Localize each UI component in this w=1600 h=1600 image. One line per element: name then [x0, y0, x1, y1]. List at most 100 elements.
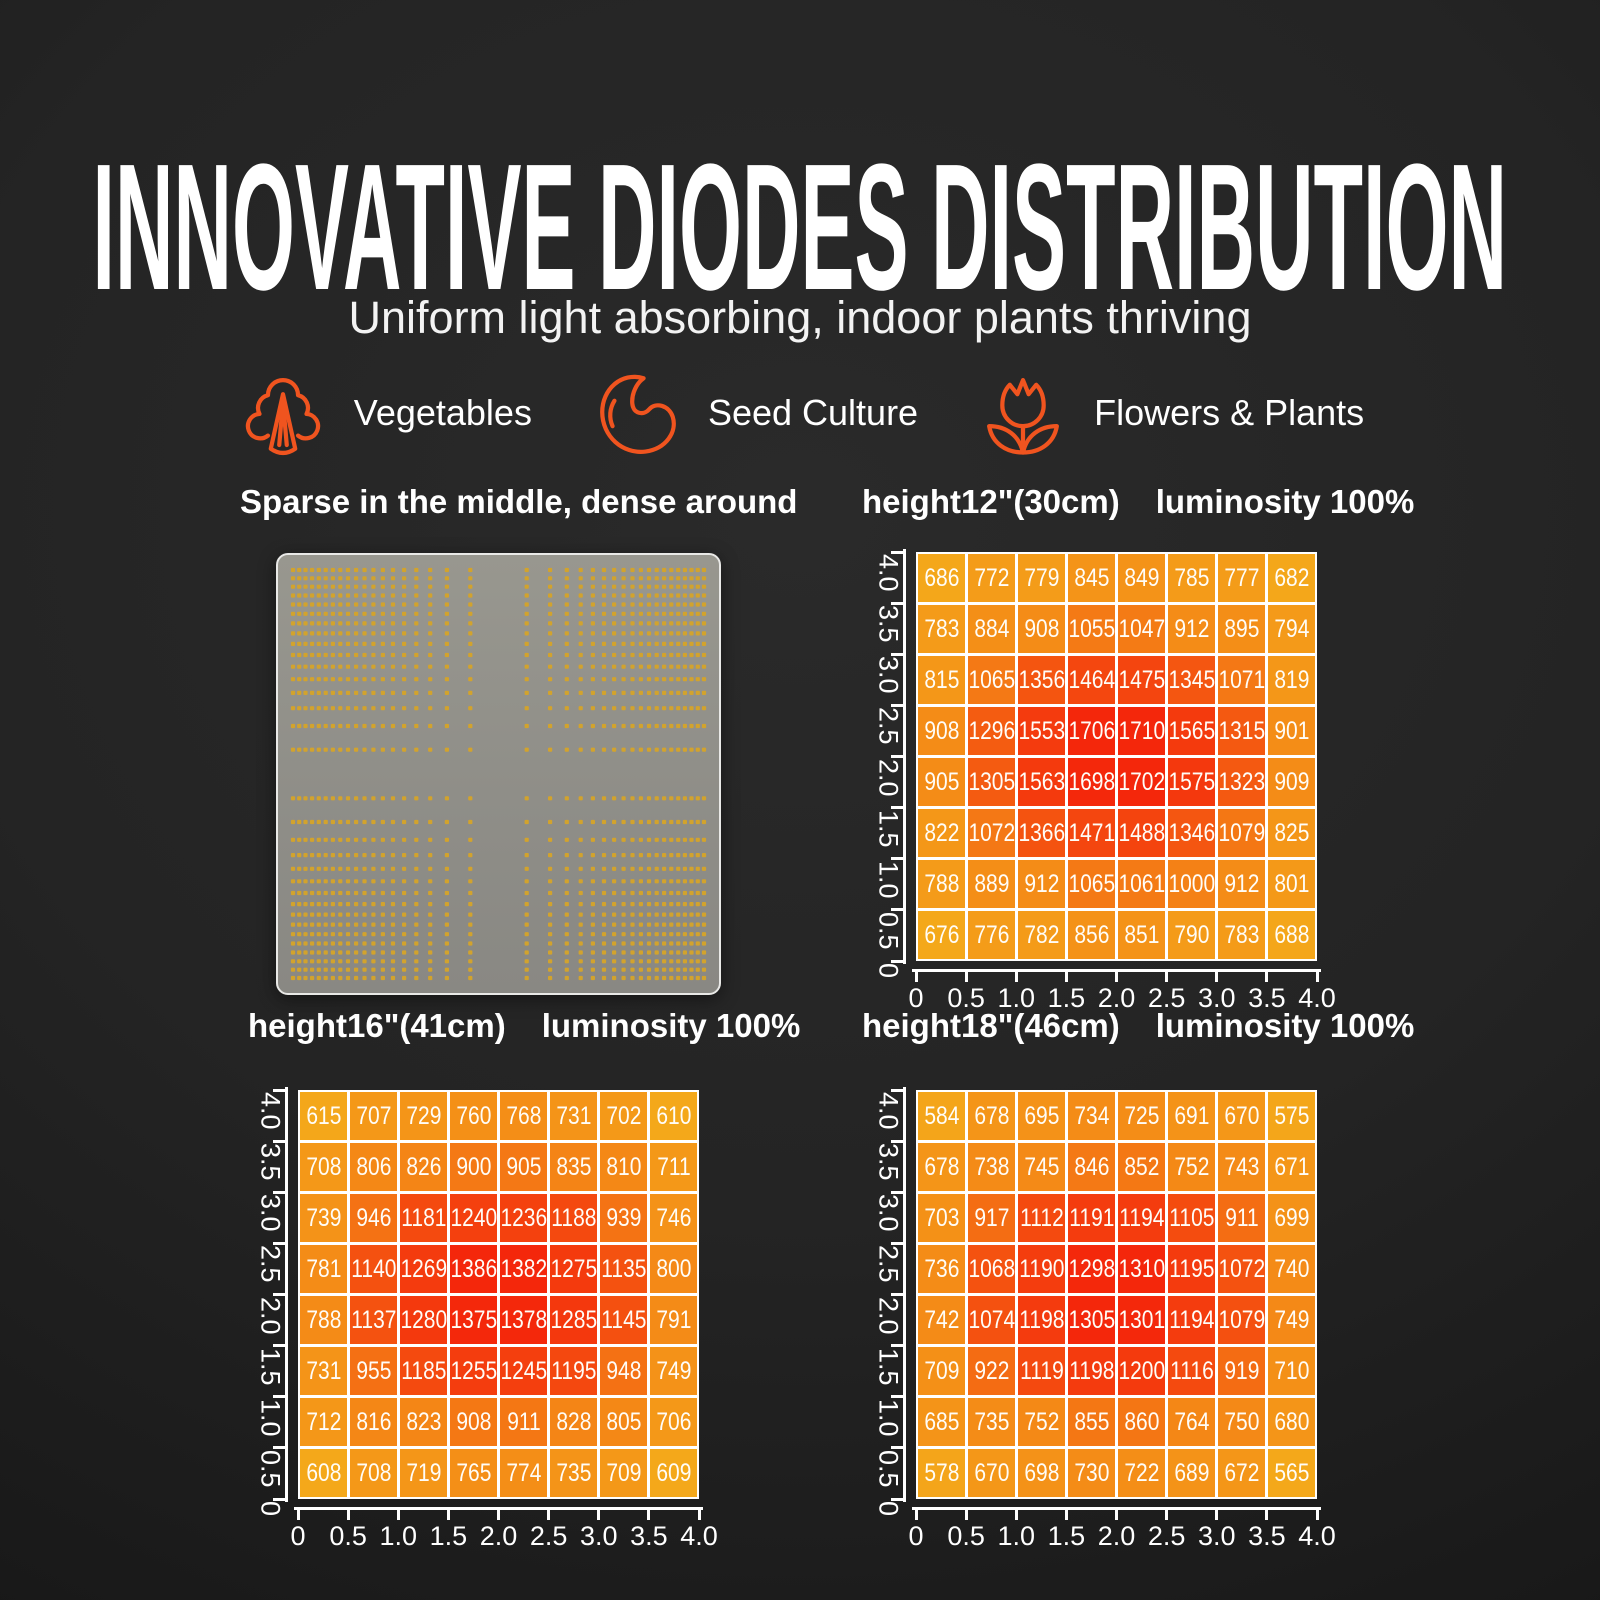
- led-dot: [590, 576, 595, 581]
- led-dot: [638, 879, 643, 884]
- x-axis-tick-label: 1.0: [997, 983, 1036, 1013]
- led-dot: [695, 677, 700, 682]
- heatmap-cell: 731: [300, 1347, 347, 1395]
- led-dot: [316, 902, 321, 907]
- led-dot: [621, 621, 626, 626]
- led-dot: [548, 631, 553, 636]
- led-dot: [578, 723, 583, 729]
- led-dot: [682, 641, 687, 646]
- led-dot: [414, 796, 419, 801]
- heatmap-cell: 911: [1218, 1194, 1265, 1242]
- led-dot: [662, 950, 667, 955]
- led-dot: [695, 837, 700, 842]
- led-dot: [402, 602, 407, 607]
- led-dot: [354, 879, 359, 884]
- led-dot: [524, 837, 529, 842]
- led-dot: [402, 866, 407, 871]
- y-axis-tick-label: 0.5: [873, 911, 904, 950]
- led-dot: [380, 576, 385, 581]
- led-dot: [638, 621, 643, 626]
- led-dot: [524, 690, 529, 695]
- led-dot: [524, 747, 529, 752]
- led-dot: [646, 890, 652, 896]
- heatmap-grid: 584 678 695 734 725 691 670 575 678 738 745 846 852 7…: [916, 1090, 1317, 1499]
- led-dot: [654, 837, 659, 842]
- led-dot: [428, 975, 433, 981]
- led-dot: [290, 584, 296, 589]
- cell-value: 772: [973, 563, 1010, 592]
- cell-value: 1386: [450, 1254, 497, 1283]
- led-dot: [323, 950, 328, 955]
- y-axis-tick-label: 0.5: [873, 1449, 904, 1488]
- led-dot: [371, 879, 376, 884]
- led-dot: [601, 664, 607, 669]
- cell-value: 856: [1073, 920, 1110, 949]
- led-dot: [590, 959, 595, 964]
- cell-value: 1194: [1118, 1203, 1165, 1232]
- cell-value: 1269: [400, 1254, 447, 1283]
- heatmap-cell: 788: [300, 1296, 347, 1344]
- led-dot: [303, 584, 308, 589]
- led-dot: [621, 866, 626, 871]
- led-dot: [621, 602, 626, 607]
- led-dot: [564, 941, 569, 946]
- heatmap-cell: 750: [1218, 1398, 1265, 1446]
- heatmap-cell: 826: [400, 1143, 447, 1191]
- led-dot: [303, 967, 308, 972]
- led-dot: [621, 837, 626, 842]
- led-dot: [695, 621, 700, 626]
- led-dot: [548, 967, 553, 972]
- cell-value: 1079: [1218, 818, 1265, 847]
- led-dot: [390, 967, 396, 972]
- led-dot: [695, 922, 700, 927]
- led-dot: [402, 567, 407, 573]
- led-dot: [303, 912, 308, 917]
- led-dot: [380, 631, 385, 636]
- led-dot: [669, 796, 674, 801]
- heatmap-cell: 672: [1218, 1449, 1265, 1497]
- x-axis-tick: [1215, 1510, 1219, 1520]
- y-axis-tick: [891, 1497, 903, 1501]
- heatmap-cell: 855: [1068, 1398, 1115, 1446]
- cell-value: 749: [655, 1356, 692, 1385]
- led-dot: [621, 593, 626, 598]
- led-dot: [669, 593, 674, 598]
- led-dot: [701, 641, 707, 646]
- heatmap-cell: 615: [300, 1092, 347, 1140]
- led-dot: [654, 747, 659, 752]
- led-dot: [362, 890, 367, 896]
- heatmap-cell: 794: [1268, 605, 1315, 653]
- led-dot: [354, 853, 359, 858]
- heatmap-cell: 781: [300, 1245, 347, 1293]
- led-dot: [662, 747, 667, 752]
- x-axis-tick: [964, 1510, 968, 1520]
- led-dot: [323, 576, 328, 581]
- led-dot: [390, 641, 396, 646]
- y-axis-tick-label: 1.0: [255, 1398, 286, 1437]
- led-dot: [621, 576, 626, 581]
- heatmap-cell: 671: [1268, 1143, 1315, 1191]
- led-dot: [444, 593, 449, 598]
- heatmap-cell: 856: [1068, 911, 1115, 959]
- cell-value: 1475: [1118, 665, 1165, 694]
- led-dot: [676, 621, 681, 626]
- led-dot: [303, 652, 308, 658]
- led-dot: [362, 959, 367, 964]
- cell-value: 849: [1123, 563, 1160, 592]
- led-dot: [310, 593, 315, 598]
- led-dot: [662, 641, 667, 646]
- led-dot: [669, 677, 674, 682]
- led-dot: [354, 902, 359, 907]
- led-dot: [564, 902, 569, 907]
- led-dot: [701, 853, 707, 858]
- heatmap-cell: 805: [600, 1398, 647, 1446]
- led-dot: [303, 853, 308, 858]
- heatmap-cell: 912: [1218, 860, 1265, 908]
- led-dot: [380, 621, 385, 626]
- cell-value: 825: [1273, 818, 1310, 847]
- led-dot: [548, 690, 553, 695]
- led-dot: [669, 959, 674, 964]
- led-dot: [601, 796, 607, 801]
- y-axis-tick: [273, 1344, 285, 1348]
- led-dot: [564, 593, 569, 598]
